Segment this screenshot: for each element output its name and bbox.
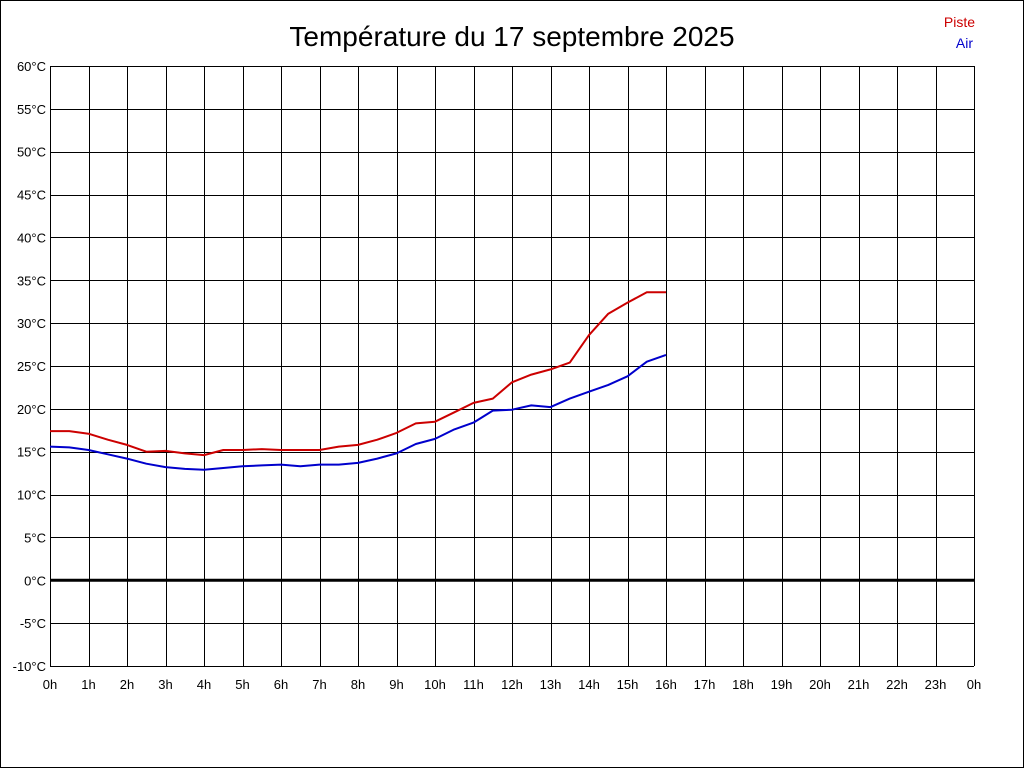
x-axis-ticks: 0h 1h 2h 3h 4h 5h 6h 7h 8h 9h 10h 11h 12h 13h 14h 15h 16… bbox=[43, 677, 981, 692]
x-tick-label: 1h bbox=[81, 677, 95, 692]
x-tick-label: 15h bbox=[617, 677, 639, 692]
x-tick-label: 22h bbox=[886, 677, 908, 692]
x-tick-label: 17h bbox=[694, 677, 716, 692]
y-tick-label: -5°C bbox=[20, 616, 46, 631]
y-tick-label: 5°C bbox=[24, 530, 46, 545]
x-tick-label: 11h bbox=[463, 677, 484, 692]
x-tick-label: 12h bbox=[501, 677, 523, 692]
y-tick-label: 55°C bbox=[17, 102, 46, 117]
x-tick-label: 19h bbox=[771, 677, 793, 692]
y-tick-label: 40°C bbox=[17, 230, 46, 245]
y-axis-ticks: 60°C 55°C 50°C 45°C 40°C 35°C 30°C 25°C 20°C 15°C… bbox=[13, 59, 46, 674]
x-tick-label: 14h bbox=[578, 677, 600, 692]
x-tick-label: 6h bbox=[274, 677, 288, 692]
x-tick-label: 0h bbox=[43, 677, 57, 692]
x-tick-label: 3h bbox=[158, 677, 172, 692]
y-tick-label: 60°C bbox=[17, 59, 46, 74]
x-tick-label: 13h bbox=[540, 677, 562, 692]
y-tick-label: -10°C bbox=[13, 659, 46, 674]
x-tick-label: 2h bbox=[120, 677, 134, 692]
x-tick-label: 16h bbox=[655, 677, 677, 692]
legend-air: Air bbox=[956, 35, 973, 51]
grid bbox=[50, 66, 975, 667]
y-tick-label: 30°C bbox=[17, 316, 46, 331]
series-line-piste bbox=[50, 291, 666, 457]
x-tick-label: 5h bbox=[235, 677, 249, 692]
x-tick-label: 8h bbox=[351, 677, 365, 692]
x-tick-label: 23h bbox=[925, 677, 947, 692]
y-tick-label: 25°C bbox=[17, 359, 46, 374]
y-tick-label: 20°C bbox=[17, 402, 46, 417]
x-tick-label: 9h bbox=[389, 677, 403, 692]
x-tick-label: 10h bbox=[424, 677, 446, 692]
x-tick-label: 18h bbox=[732, 677, 754, 692]
y-tick-label: 0°C bbox=[24, 573, 46, 588]
x-tick-label: 7h bbox=[312, 677, 326, 692]
y-tick-label: 50°C bbox=[17, 145, 46, 160]
series-layer bbox=[49, 291, 667, 471]
x-tick-label: 21h bbox=[848, 677, 870, 692]
y-tick-label: 15°C bbox=[17, 445, 46, 460]
series-line-air bbox=[49, 353, 667, 471]
y-tick-label: 10°C bbox=[17, 488, 46, 503]
y-tick-label: 35°C bbox=[17, 273, 46, 288]
y-tick-label: 45°C bbox=[17, 188, 46, 203]
legend-piste: Piste bbox=[944, 14, 975, 30]
x-tick-label: 0h bbox=[967, 677, 981, 692]
chart-title: Température du 17 septembre 2025 bbox=[289, 21, 734, 52]
x-tick-label: 4h bbox=[197, 677, 211, 692]
x-tick-label: 20h bbox=[809, 677, 831, 692]
